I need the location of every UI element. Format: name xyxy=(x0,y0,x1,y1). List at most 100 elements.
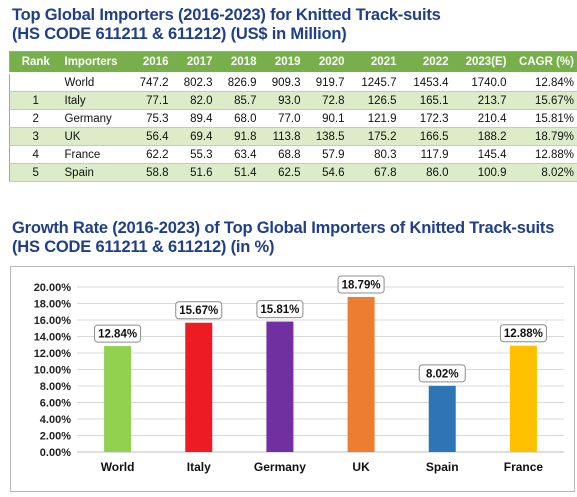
value-cell: 121.9 xyxy=(347,109,400,128)
growth-rate-bar-chart: 0.00% 2.00% 4.00% 6.00% 8.00% 10.00% 12.00% 14.… xyxy=(34,275,564,474)
chart-frame: 0.00% 2.00% 4.00% 6.00% 8.00% 10.00% 12.00% 14.… xyxy=(10,266,575,492)
table-row: World 747.2 802.3 826.9 909.3 919.7 1245.7 1453… xyxy=(9,73,577,92)
value-cell: 826.9 xyxy=(215,73,260,92)
header-2018: 2018 xyxy=(215,51,260,74)
chart-title-line1: Growth Rate (2016-2023) of Top Global Im… xyxy=(12,219,555,237)
value-cell: 56.4 xyxy=(127,127,172,146)
value-cell: 1245.7 xyxy=(347,73,400,92)
table-row: 2 Germany 75.3 89.4 68.0 77.0 90.1 121.9 172.3 21… xyxy=(9,109,577,128)
value-cell: 68.8 xyxy=(259,145,304,164)
value-cell: 802.3 xyxy=(171,73,216,92)
value-cell: 18.79% xyxy=(509,127,577,146)
bar xyxy=(428,385,456,452)
data-label-box xyxy=(418,364,466,383)
table-title-line1: Top Global Importers (2016-2023) for Kni… xyxy=(12,6,441,24)
header-cagr: CAGR (%) xyxy=(509,51,577,74)
data-label-box xyxy=(175,301,223,320)
y-tick-label: 6.00% xyxy=(40,398,71,410)
value-cell: 126.5 xyxy=(347,91,400,110)
table-row: 5 Spain 58.8 51.6 51.4 62.5 54.6 67.8 86.0 100.9 8… xyxy=(9,163,577,182)
table-title-line2: (HS CODE 611211 & 611212) (US$ in Millio… xyxy=(12,25,347,43)
value-cell: 12.84% xyxy=(509,73,577,92)
bar xyxy=(266,321,294,452)
value-cell: 67.8 xyxy=(347,163,400,182)
header-2020: 2020 xyxy=(303,51,348,74)
data-label-box xyxy=(256,300,304,319)
rank-cell xyxy=(9,73,62,92)
value-cell: 85.7 xyxy=(215,91,260,110)
importer-cell: Spain xyxy=(61,163,128,182)
x-tick-label: Germany xyxy=(254,460,306,474)
value-cell: 57.9 xyxy=(303,145,348,164)
value-cell: 747.2 xyxy=(127,73,172,92)
importers-table: Rank Importers 2016 2017 2018 2019 2020 … xyxy=(9,51,577,182)
value-cell: 8.02% xyxy=(509,163,577,182)
x-tick-label: Spain xyxy=(426,460,459,474)
data-label: 15.81% xyxy=(260,304,299,316)
value-cell: 54.6 xyxy=(303,163,348,182)
value-cell: 15.81% xyxy=(509,109,577,128)
y-tick-label: 0.00% xyxy=(40,447,71,459)
importer-cell: UK xyxy=(61,127,128,146)
value-cell: 63.4 xyxy=(215,145,260,164)
chart-title: Growth Rate (2016-2023) of Top Global Im… xyxy=(12,219,572,257)
y-tick-label: 12.00% xyxy=(34,348,72,360)
value-cell: 89.4 xyxy=(171,109,216,128)
header-importers: Importers xyxy=(61,51,128,74)
value-cell: 117.9 xyxy=(399,145,452,164)
value-cell: 58.8 xyxy=(127,163,172,182)
data-label: 12.84% xyxy=(98,329,137,341)
x-tick-label: UK xyxy=(352,460,370,474)
rank-cell: 5 xyxy=(9,163,62,182)
value-cell: 90.1 xyxy=(303,109,348,128)
value-cell: 77.1 xyxy=(127,91,172,110)
header-2016: 2016 xyxy=(127,51,172,74)
y-tick-label: 14.00% xyxy=(34,332,72,344)
value-cell: 62.5 xyxy=(259,163,304,182)
table-row: 1 Italy 77.1 82.0 85.7 93.0 72.8 126.5 165.1 213.… xyxy=(9,91,577,110)
value-cell: 77.0 xyxy=(259,109,304,128)
value-cell: 12.88% xyxy=(509,145,577,164)
bar xyxy=(104,346,132,452)
value-cell: 165.1 xyxy=(399,91,452,110)
y-tick-label: 2.00% xyxy=(40,431,71,443)
data-label: 8.02% xyxy=(426,368,459,380)
data-label-box xyxy=(499,324,547,343)
bar xyxy=(509,345,537,452)
y-tick-label: 8.00% xyxy=(40,381,71,393)
chart-title-line2: (HS CODE 611211 & 611212) (in %) xyxy=(12,238,275,256)
importer-cell: Germany xyxy=(61,109,128,128)
value-cell: 68.0 xyxy=(215,109,260,128)
y-tick-label: 18.00% xyxy=(34,299,72,311)
header-2019: 2019 xyxy=(259,51,304,74)
rank-cell: 1 xyxy=(9,91,62,110)
data-label: 15.67% xyxy=(179,305,218,317)
importer-cell: France xyxy=(61,145,128,164)
rank-cell: 4 xyxy=(9,145,62,164)
value-cell: 1740.0 xyxy=(451,73,510,92)
table-row: 4 France 62.2 55.3 63.4 68.8 57.9 80.3 117.9 145.… xyxy=(9,145,577,164)
rank-cell: 3 xyxy=(9,127,62,146)
value-cell: 75.3 xyxy=(127,109,172,128)
bar xyxy=(185,322,213,452)
value-cell: 188.2 xyxy=(451,127,510,146)
value-cell: 213.7 xyxy=(451,91,510,110)
header-2017: 2017 xyxy=(171,51,216,74)
value-cell: 82.0 xyxy=(171,91,216,110)
data-label-box xyxy=(337,275,385,294)
value-cell: 93.0 xyxy=(259,91,304,110)
importers-table-container: Rank Importers 2016 2017 2018 2019 2020 … xyxy=(9,51,577,182)
value-cell: 100.9 xyxy=(451,163,510,182)
header-rank: Rank xyxy=(9,51,62,74)
value-cell: 91.8 xyxy=(215,127,260,146)
rank-cell: 2 xyxy=(9,109,62,128)
data-label: 18.79% xyxy=(342,279,381,291)
value-cell: 210.4 xyxy=(451,109,510,128)
value-cell: 51.4 xyxy=(215,163,260,182)
importer-cell: Italy xyxy=(61,91,128,110)
y-tick-label: 20.00% xyxy=(34,282,72,294)
header-2021: 2021 xyxy=(347,51,400,74)
value-cell: 166.5 xyxy=(399,127,452,146)
header-2023e: 2023(E) xyxy=(451,51,510,74)
data-label-box xyxy=(94,324,142,343)
